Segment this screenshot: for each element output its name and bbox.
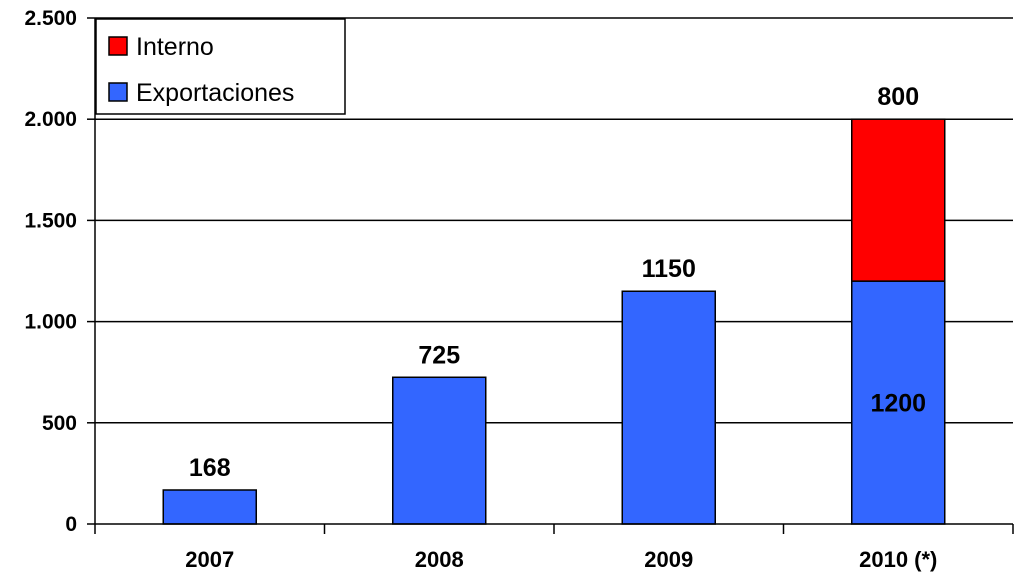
legend-label-exportaciones: Exportaciones	[136, 79, 294, 107]
x-category-label: 2009	[644, 547, 693, 572]
data-label: 725	[418, 341, 460, 369]
bar-exportaciones-2007	[162, 489, 257, 525]
legend-swatch-interno	[108, 36, 128, 56]
data-label: 1150	[642, 255, 696, 283]
x-category-label: 2008	[415, 547, 464, 572]
y-tick-label: 2.500	[24, 7, 77, 30]
legend: Interno Exportaciones	[95, 18, 346, 115]
data-labels: 168 725 1150 1200 800	[189, 83, 926, 482]
bars	[162, 118, 946, 525]
legend-box	[95, 18, 346, 115]
y-tick-label: 1.500	[24, 209, 77, 232]
y-tick-label: 2.000	[24, 108, 77, 131]
y-tick-label: 0	[65, 513, 77, 536]
data-label: 1200	[870, 390, 926, 418]
bar-exportaciones-2010	[851, 280, 946, 525]
x-category-label: 2010 (*)	[859, 547, 937, 572]
data-label: 800	[877, 83, 919, 111]
y-tick-label: 500	[42, 412, 77, 435]
legend-swatch-exportaciones	[108, 82, 128, 102]
axes	[94, 18, 1014, 534]
y-axis-tick-labels: 0 500 1.000 1.500 2.000 2.500	[24, 7, 95, 536]
y-tick-label: 1.000	[24, 311, 77, 334]
bar-interno-2010	[851, 118, 946, 282]
x-axis-category-labels: 2007 2008 2009 2010 (*)	[185, 547, 937, 572]
bar-exportaciones-2008	[392, 376, 487, 525]
x-category-label: 2007	[185, 547, 234, 572]
data-label: 168	[189, 454, 231, 482]
legend-label-interno: Interno	[136, 33, 214, 61]
bar-exportaciones-2009	[621, 290, 716, 525]
